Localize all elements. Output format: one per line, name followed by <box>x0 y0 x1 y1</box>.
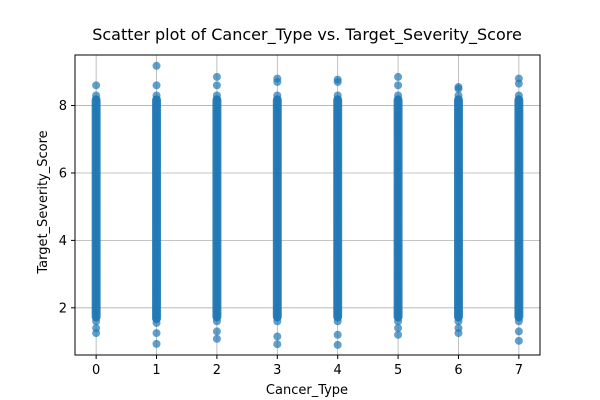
x-tick-label: 1 <box>152 363 160 378</box>
data-point <box>152 61 161 70</box>
data-point <box>514 327 523 336</box>
data-point <box>92 81 101 90</box>
data-point <box>333 77 342 86</box>
data-point <box>273 332 282 341</box>
data-point <box>333 330 342 339</box>
y-tick-label: 6 <box>59 166 67 181</box>
data-point <box>152 81 161 90</box>
data-point <box>514 79 523 88</box>
data-point <box>454 84 463 93</box>
data-point <box>152 91 161 100</box>
data-point <box>333 91 342 100</box>
x-axis-label: Cancer_Type <box>266 383 348 398</box>
chart-title: Scatter plot of Cancer_Type vs. Target_S… <box>92 25 522 45</box>
y-axis-label: Target_Severity_Score <box>36 130 51 274</box>
x-tick-label: 2 <box>213 363 221 378</box>
data-point <box>92 91 101 100</box>
y-axis-ticks: 2 4 6 8 <box>59 99 75 316</box>
data-point <box>212 81 221 90</box>
data-point <box>212 72 221 81</box>
data-point <box>454 329 463 338</box>
x-tick-label: 0 <box>92 363 100 378</box>
data-point <box>273 77 282 86</box>
y-tick-label: 8 <box>59 99 67 114</box>
y-tick-label: 2 <box>59 301 67 316</box>
plot-frame <box>74 54 541 356</box>
data-point <box>333 340 342 349</box>
data-point <box>273 91 282 100</box>
x-tick-label: 5 <box>394 363 402 378</box>
x-axis-ticks: 0 1 2 3 4 5 6 7 <box>92 355 523 378</box>
data-point <box>152 329 161 338</box>
data-point <box>394 91 403 100</box>
data-point <box>273 340 282 349</box>
data-point <box>394 81 403 90</box>
data-point <box>394 72 403 81</box>
data-point <box>514 91 523 100</box>
data-point <box>514 336 523 345</box>
x-tick-label: 3 <box>273 363 281 378</box>
data-point <box>394 330 403 339</box>
data-point <box>454 91 463 100</box>
x-tick-label: 4 <box>334 363 342 378</box>
data-point <box>92 329 101 338</box>
data-point <box>152 339 161 348</box>
data-point <box>212 334 221 343</box>
grid-layer <box>75 55 540 355</box>
x-tick-label: 7 <box>515 363 523 378</box>
data-point <box>212 91 221 100</box>
data-point <box>394 324 403 333</box>
y-tick-label: 4 <box>59 234 67 249</box>
data-point <box>212 327 221 336</box>
points-layer <box>91 61 524 349</box>
x-tick-label: 6 <box>454 363 462 378</box>
